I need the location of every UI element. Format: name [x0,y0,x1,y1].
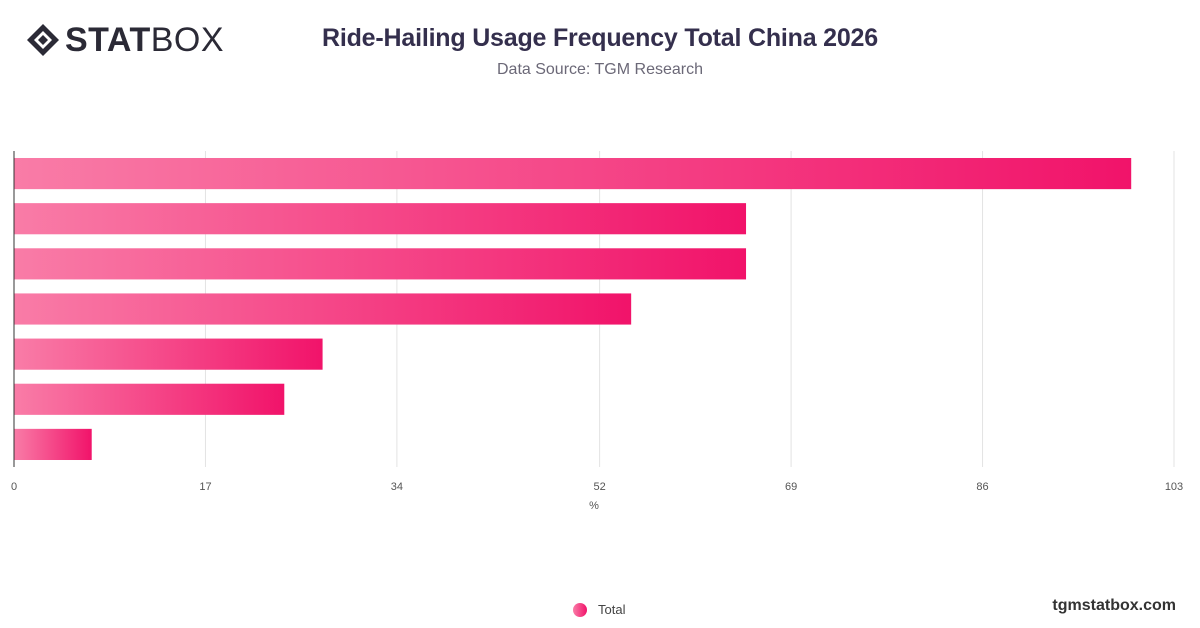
legend-marker [573,602,587,617]
x-tick-label: 34 [391,481,403,493]
bar[interactable] [14,203,747,235]
x-tick-label: 52 [594,481,606,493]
x-tick-label: 69 [785,481,797,493]
bar[interactable] [14,338,323,370]
legend-label-total: Total [598,602,626,617]
bar[interactable] [14,293,632,325]
x-tick-label: 0 [11,481,17,493]
bar-chart: 0 17 34 52 69 86 103% [11,151,1183,512]
logo-text-bold: STAT [65,21,151,59]
logo-text-light: BOX [150,21,225,59]
x-tick-label: 103 [1165,481,1183,493]
chart-legend[interactable]: Total [573,602,625,617]
bar[interactable] [14,157,1132,190]
bar[interactable] [14,428,92,461]
bar[interactable] [14,383,285,415]
chart-title: Ride-Hailing Usage Frequency Total China… [322,24,878,52]
site-url[interactable]: tgmstatbox.com [1052,597,1176,614]
x-tick-label: 86 [976,481,988,493]
statbox-logo: STATBOX [25,22,224,58]
x-axis-title: % [589,500,599,512]
bar[interactable] [14,248,747,280]
statbox-diamond-icon [27,24,59,56]
x-tick-label: 17 [199,481,211,493]
chart-subtitle: Data Source: TGM Research [496,61,703,78]
